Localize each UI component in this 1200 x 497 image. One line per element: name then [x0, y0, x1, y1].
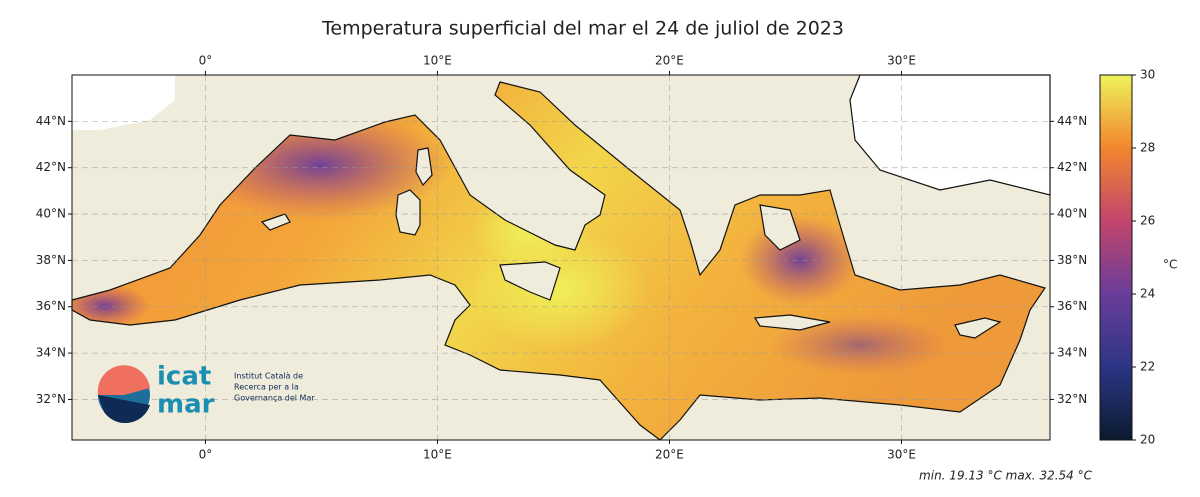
y-tick-label: 42°N — [1057, 160, 1087, 174]
x-tick-label: 0° — [199, 54, 213, 68]
y-tick-label: 38°N — [1057, 253, 1087, 267]
y-tick-label: 32°N — [36, 392, 66, 406]
colorbar — [1099, 74, 1133, 441]
corsica — [415, 147, 433, 187]
x-tick-label: 30°E — [887, 448, 916, 462]
colorbar-tick-label: 26 — [1140, 214, 1155, 228]
x-tick-label: 0° — [199, 448, 213, 462]
map-title: Temperatura superficial del mar el 24 de… — [321, 18, 844, 40]
x-tick-label: 10°E — [423, 448, 452, 462]
sicily — [499, 261, 561, 301]
logo-text: Governança del Mar — [234, 394, 315, 403]
min-max-note: min. 19.13 °C max. 32.54 °C — [919, 469, 1093, 483]
y-tick-label: 34°N — [1057, 346, 1087, 360]
logo-text: Recerca per a la — [234, 383, 299, 392]
masked-area — [72, 75, 175, 130]
logo-name: icat — [157, 362, 211, 392]
x-tick-label: 20°E — [655, 448, 684, 462]
y-tick-label: 36°N — [36, 299, 66, 313]
y-tick-label: 42°N — [36, 160, 66, 174]
x-tick-label: 10°E — [423, 54, 452, 68]
y-tick-label: 44°N — [36, 114, 66, 128]
aegean-islands — [759, 204, 801, 251]
colorbar-tick-label: 20 — [1140, 433, 1155, 447]
logo-icon — [97, 365, 150, 395]
y-tick-label: 40°N — [1057, 207, 1087, 221]
colorbar-tick-label: 22 — [1140, 360, 1155, 374]
sardinia — [395, 189, 421, 236]
logo-text: Institut Català de — [234, 372, 303, 381]
colorbar-tick-label: 24 — [1140, 287, 1155, 301]
map-frame — [71, 74, 1051, 441]
y-tick-label: 44°N — [1057, 114, 1087, 128]
balearics — [260, 213, 291, 231]
logo: icat mar Institut Català de Recerca per … — [97, 362, 315, 424]
y-tick-label: 34°N — [36, 346, 66, 360]
crete — [753, 314, 831, 331]
y-tick-label: 40°N — [36, 207, 66, 221]
y-tick-label: 36°N — [1057, 299, 1087, 313]
x-tick-label: 30°E — [887, 54, 916, 68]
x-tick-label: 20°E — [655, 54, 684, 68]
colorbar-tick-label: 28 — [1140, 141, 1155, 155]
colorbar-tick-label: 30 — [1140, 68, 1155, 82]
logo-icon — [98, 395, 150, 424]
cyprus — [954, 317, 1002, 339]
y-tick-label: 38°N — [36, 253, 66, 267]
colorbar-label: °C — [1163, 258, 1177, 272]
y-tick-label: 32°N — [1057, 392, 1087, 406]
logo-name: mar — [157, 390, 215, 420]
